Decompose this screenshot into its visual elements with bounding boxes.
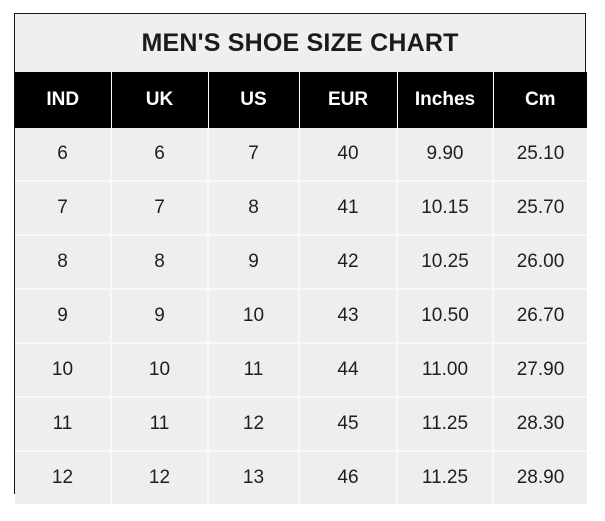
cell-eur: 46 [299, 450, 398, 504]
cell-eur: 45 [299, 396, 398, 451]
table-row: 10 10 11 44 11.00 27.90 [15, 342, 587, 397]
cell-cm: 26.00 [493, 234, 587, 289]
table-row: 7 7 8 41 10.15 25.70 [15, 180, 587, 235]
table-row: 6 6 7 40 9.90 25.10 [15, 128, 587, 181]
size-chart-container: MEN'S SHOE SIZE CHART IND UK US EUR Inch… [14, 13, 587, 504]
cell-eur: 40 [299, 128, 398, 181]
table-header: IND UK US EUR Inches Cm [15, 72, 587, 128]
cell-inches: 10.25 [397, 234, 494, 289]
column-header-eur: EUR [299, 72, 398, 128]
cell-us: 12 [208, 396, 300, 451]
column-header-ind: IND [15, 72, 112, 128]
cell-us: 10 [208, 288, 300, 343]
table-row: 11 11 12 45 11.25 28.30 [15, 396, 587, 451]
table-row: 9 9 10 43 10.50 26.70 [15, 288, 587, 343]
cell-inches: 10.50 [397, 288, 494, 343]
cell-cm: 25.70 [493, 180, 587, 235]
cell-us: 9 [208, 234, 300, 289]
chart-title-row: MEN'S SHOE SIZE CHART [15, 14, 585, 72]
cell-eur: 41 [299, 180, 398, 235]
cell-uk: 9 [111, 288, 209, 343]
table-body: 6 6 7 40 9.90 25.10 7 7 8 41 10.15 25.70… [15, 128, 587, 504]
cell-uk: 7 [111, 180, 209, 235]
cell-inches: 9.90 [397, 128, 494, 181]
cell-inches: 11.00 [397, 342, 494, 397]
cell-eur: 43 [299, 288, 398, 343]
table-row: 8 8 9 42 10.25 26.00 [15, 234, 587, 289]
shoe-size-table: IND UK US EUR Inches Cm 6 6 7 40 9.90 25… [15, 72, 587, 504]
cell-cm: 27.90 [493, 342, 587, 397]
cell-inches: 11.25 [397, 450, 494, 504]
column-header-inches: Inches [397, 72, 494, 128]
cell-ind: 10 [15, 342, 112, 397]
page-title: MEN'S SHOE SIZE CHART [141, 28, 459, 57]
cell-us: 7 [208, 128, 300, 181]
cell-uk: 6 [111, 128, 209, 181]
cell-cm: 26.70 [493, 288, 587, 343]
cell-ind: 9 [15, 288, 112, 343]
cell-ind: 12 [15, 450, 112, 504]
table-header-row: IND UK US EUR Inches Cm [15, 72, 587, 128]
column-header-uk: UK [111, 72, 209, 128]
cell-ind: 8 [15, 234, 112, 289]
cell-inches: 10.15 [397, 180, 494, 235]
cell-uk: 10 [111, 342, 209, 397]
column-header-us: US [208, 72, 300, 128]
cell-cm: 28.90 [493, 450, 587, 504]
table-row: 12 12 13 46 11.25 28.90 [15, 450, 587, 504]
cell-ind: 7 [15, 180, 112, 235]
cell-eur: 44 [299, 342, 398, 397]
cell-cm: 25.10 [516, 143, 565, 164]
cell-us: 13 [208, 450, 300, 504]
cell-us: 11 [208, 342, 300, 397]
cell-cm: 28.30 [493, 396, 587, 451]
column-header-cm: Cm [524, 89, 556, 110]
cell-uk: 11 [111, 396, 209, 451]
cell-us: 8 [208, 180, 300, 235]
cell-uk: 8 [111, 234, 209, 289]
cell-ind: 6 [15, 128, 112, 181]
cell-eur: 42 [299, 234, 398, 289]
cell-uk: 12 [111, 450, 209, 504]
cell-inches: 11.25 [397, 396, 494, 451]
cell-ind: 11 [15, 396, 112, 451]
